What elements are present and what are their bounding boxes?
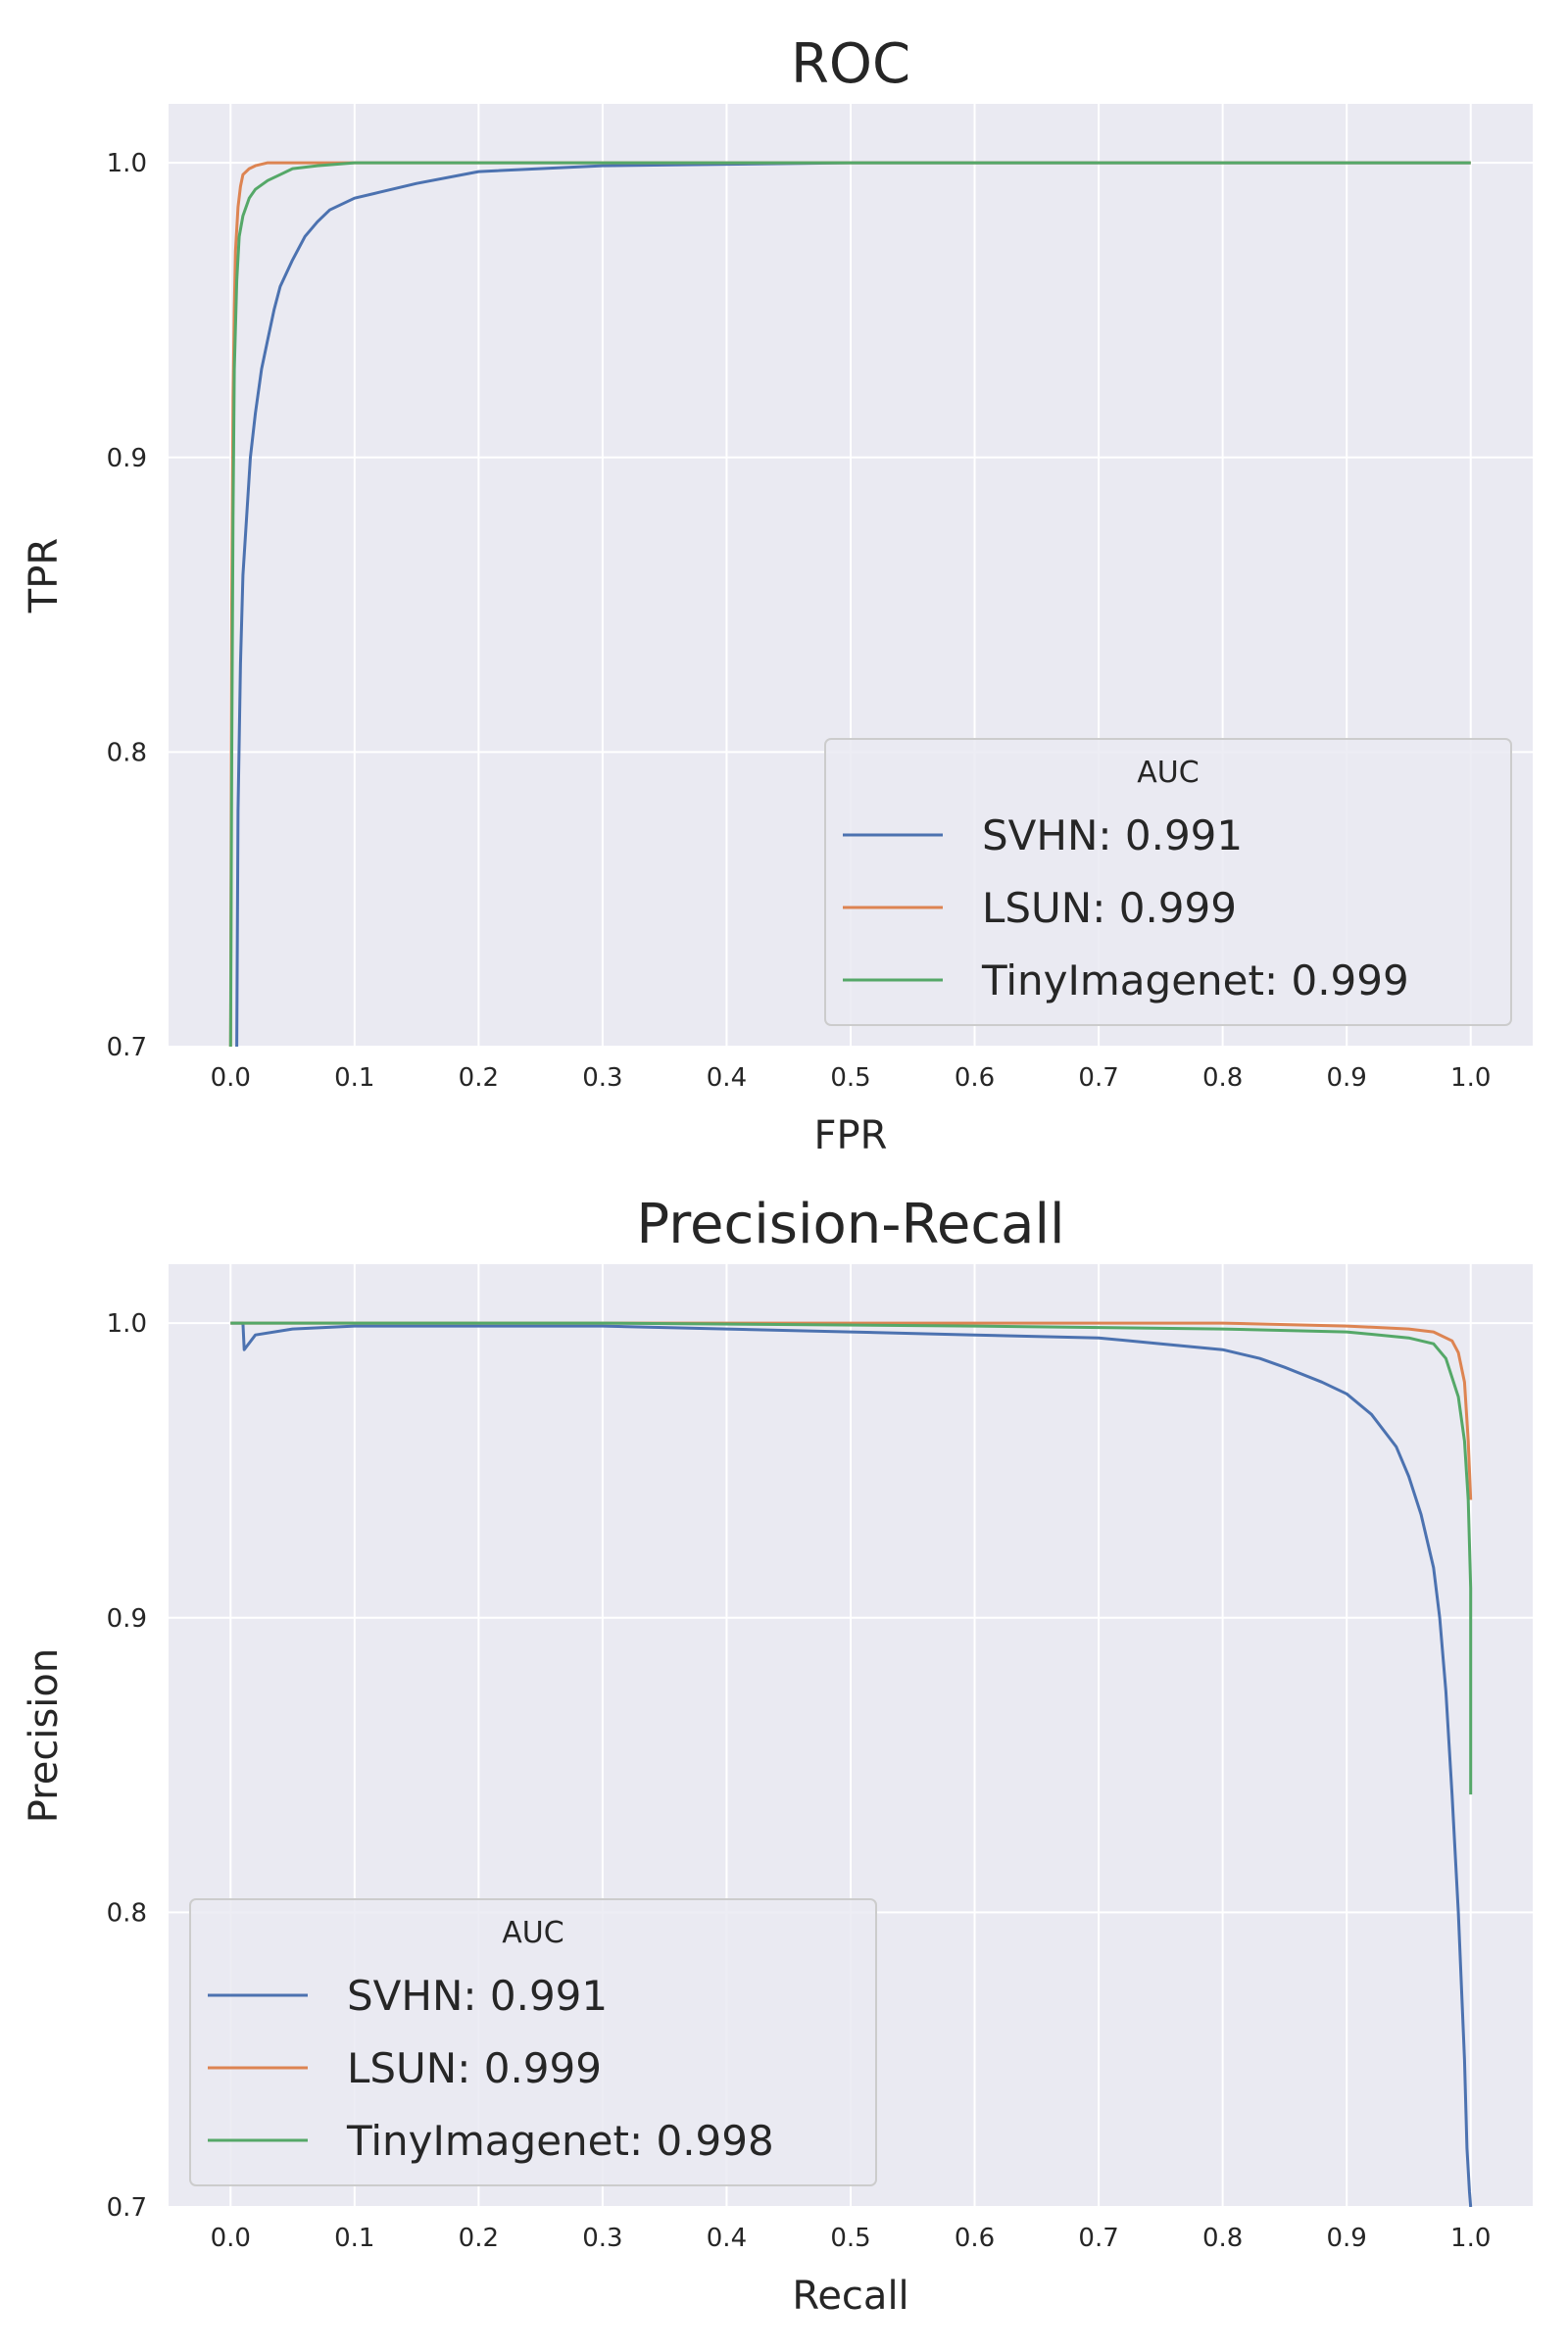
- x-tick-label: 0.6: [955, 2224, 995, 2253]
- y-tick-label: 1.0: [107, 1309, 147, 1339]
- y-axis-label: Precision: [22, 1648, 67, 1823]
- x-tick-label: 0.0: [211, 1063, 251, 1093]
- legend-title: AUC: [1137, 756, 1199, 790]
- y-tick-label: 0.7: [107, 2193, 147, 2223]
- y-tick-label: 0.8: [107, 1898, 147, 1928]
- legend-title: AUC: [502, 1916, 564, 1950]
- legend-box: [824, 738, 1512, 1026]
- x-tick-label: 0.3: [582, 2224, 622, 2253]
- x-tick-label: 0.8: [1202, 1063, 1243, 1093]
- x-tick-label: 0.3: [582, 1063, 622, 1093]
- y-tick-label: 0.7: [107, 1033, 147, 1062]
- chart-title: Precision-Recall: [636, 1193, 1064, 1256]
- x-tick-label: 0.0: [211, 2224, 251, 2253]
- legend-entry-0: SVHN: 0.991: [982, 811, 1243, 859]
- x-tick-label: 1.0: [1450, 2224, 1491, 2253]
- y-tick-label: 0.8: [107, 738, 147, 767]
- x-tick-label: 0.5: [830, 1063, 870, 1093]
- legend-entry-0: SVHN: 0.991: [347, 1972, 608, 2020]
- x-tick-label: 0.1: [334, 2224, 374, 2253]
- x-tick-label: 0.8: [1202, 2224, 1243, 2253]
- x-tick-label: 0.7: [1078, 1063, 1118, 1093]
- x-axis-label: FPR: [814, 1113, 888, 1158]
- y-tick-label: 1.0: [107, 149, 147, 178]
- x-tick-label: 0.2: [459, 1063, 499, 1093]
- precision-recall-chart: 0.0 0.1 0.2 0.3 0.4 0.5 0.6 0.7 0.8 0.9 1.0 0.7 0.8 0…: [22, 1193, 1533, 2319]
- x-tick-label: 0.9: [1327, 2224, 1367, 2253]
- legend: AUC SVHN: 0.991 LSUN: 0.999 TinyImagenet: 0…: [824, 738, 1512, 1026]
- series-group: [230, 1321, 1473, 2207]
- series-line-2: [230, 1321, 1473, 1795]
- legend: AUC SVHN: 0.991 LSUN: 0.999 TinyImagenet: 0…: [189, 1898, 877, 2186]
- x-tick-label: 0.5: [830, 2224, 870, 2253]
- legend-entry-2: TinyImagenet: 0.998: [346, 2117, 774, 2165]
- series-line-0: [230, 1321, 1473, 2207]
- series-group: [228, 161, 1471, 1047]
- x-axis-label: Recall: [792, 2274, 908, 2319]
- series-line-0: [235, 161, 1471, 1047]
- y-axis-label: TPR: [22, 538, 67, 613]
- x-tick-label: 0.4: [707, 2224, 747, 2253]
- x-tick-label: 1.0: [1450, 1063, 1491, 1093]
- x-tick-label: 0.4: [707, 1063, 747, 1093]
- legend-entry-1: LSUN: 0.999: [347, 2044, 602, 2092]
- legend-box: [189, 1898, 877, 2186]
- x-tick-label: 0.7: [1078, 2224, 1118, 2253]
- legend-entry-2: TinyImagenet: 0.999: [981, 956, 1409, 1004]
- series-line-1: [230, 1321, 1473, 1500]
- x-tick-label: 0.2: [459, 2224, 499, 2253]
- legend-entry-1: LSUN: 0.999: [982, 884, 1237, 932]
- chart-title: ROC: [791, 32, 910, 96]
- x-tick-label: 0.1: [334, 1063, 374, 1093]
- roc-chart: 0.0 0.1 0.2 0.3 0.4 0.5 0.6 0.7 0.8 0.9 1.0 0.7 0.8 0…: [22, 32, 1533, 1158]
- y-tick-label: 0.9: [107, 444, 147, 473]
- series-line-2: [228, 161, 1471, 1047]
- x-tick-label: 0.9: [1327, 1063, 1367, 1093]
- y-tick-label: 0.9: [107, 1604, 147, 1634]
- x-tick-label: 0.6: [955, 1063, 995, 1093]
